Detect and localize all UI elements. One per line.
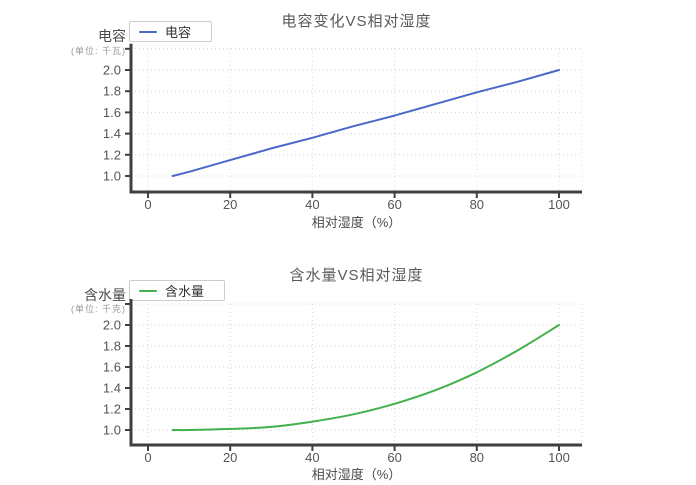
y-tick-label: 1.8 (103, 339, 121, 354)
chart-title: 电容变化VS相对湿度 (281, 13, 432, 30)
y-axis-name: 含水量 (84, 287, 126, 303)
y-tick-label: 1.2 (103, 402, 121, 417)
x-tick-label: 40 (305, 197, 319, 212)
x-tick-label: 80 (470, 450, 484, 465)
y-tick-label: 1.8 (103, 84, 121, 99)
x-tick-label: 0 (144, 197, 151, 212)
x-tick-label: 40 (305, 450, 319, 465)
y-axis-unit: (单位: 千克) (71, 304, 126, 314)
y-tick-label: 1.4 (103, 381, 121, 396)
series-line (171, 69, 560, 177)
x-tick-label: 80 (470, 197, 484, 212)
legend-line-icon (139, 289, 157, 292)
legend-capacitance[interactable]: 电容 (129, 21, 213, 42)
y-tick-label: 1.0 (103, 169, 121, 184)
x-tick-label: 60 (387, 450, 401, 465)
y-tick-label: 2.0 (103, 63, 121, 78)
y-tick-label: 1.4 (103, 126, 121, 141)
x-tick-label: 100 (548, 450, 570, 465)
x-axis-label: 相对湿度（%） (311, 215, 402, 230)
y-tick-label: 2.0 (103, 318, 121, 333)
y-tick-label: 1.0 (103, 423, 121, 438)
y-tick-label: 1.2 (103, 147, 121, 162)
series-line (171, 324, 560, 432)
legend-label: 电容 (165, 25, 192, 40)
y-axis-unit: (单位: 千瓦) (71, 46, 126, 56)
x-tick-label: 100 (548, 197, 570, 212)
legend-label: 含水量 (165, 284, 205, 299)
legend-water-content[interactable]: 含水量 (129, 280, 226, 301)
y-tick-label: 1.6 (103, 360, 121, 375)
chart-title: 含水量VS相对湿度 (289, 267, 424, 284)
x-tick-label: 60 (387, 197, 401, 212)
x-axis-label: 相对湿度（%） (311, 467, 402, 482)
y-tick-label: 1.6 (103, 105, 121, 120)
y-axis-name: 电容 (98, 28, 126, 44)
legend-line-icon (139, 30, 157, 33)
x-tick-label: 0 (144, 450, 151, 465)
x-tick-label: 20 (223, 197, 237, 212)
x-tick-label: 20 (223, 450, 237, 465)
